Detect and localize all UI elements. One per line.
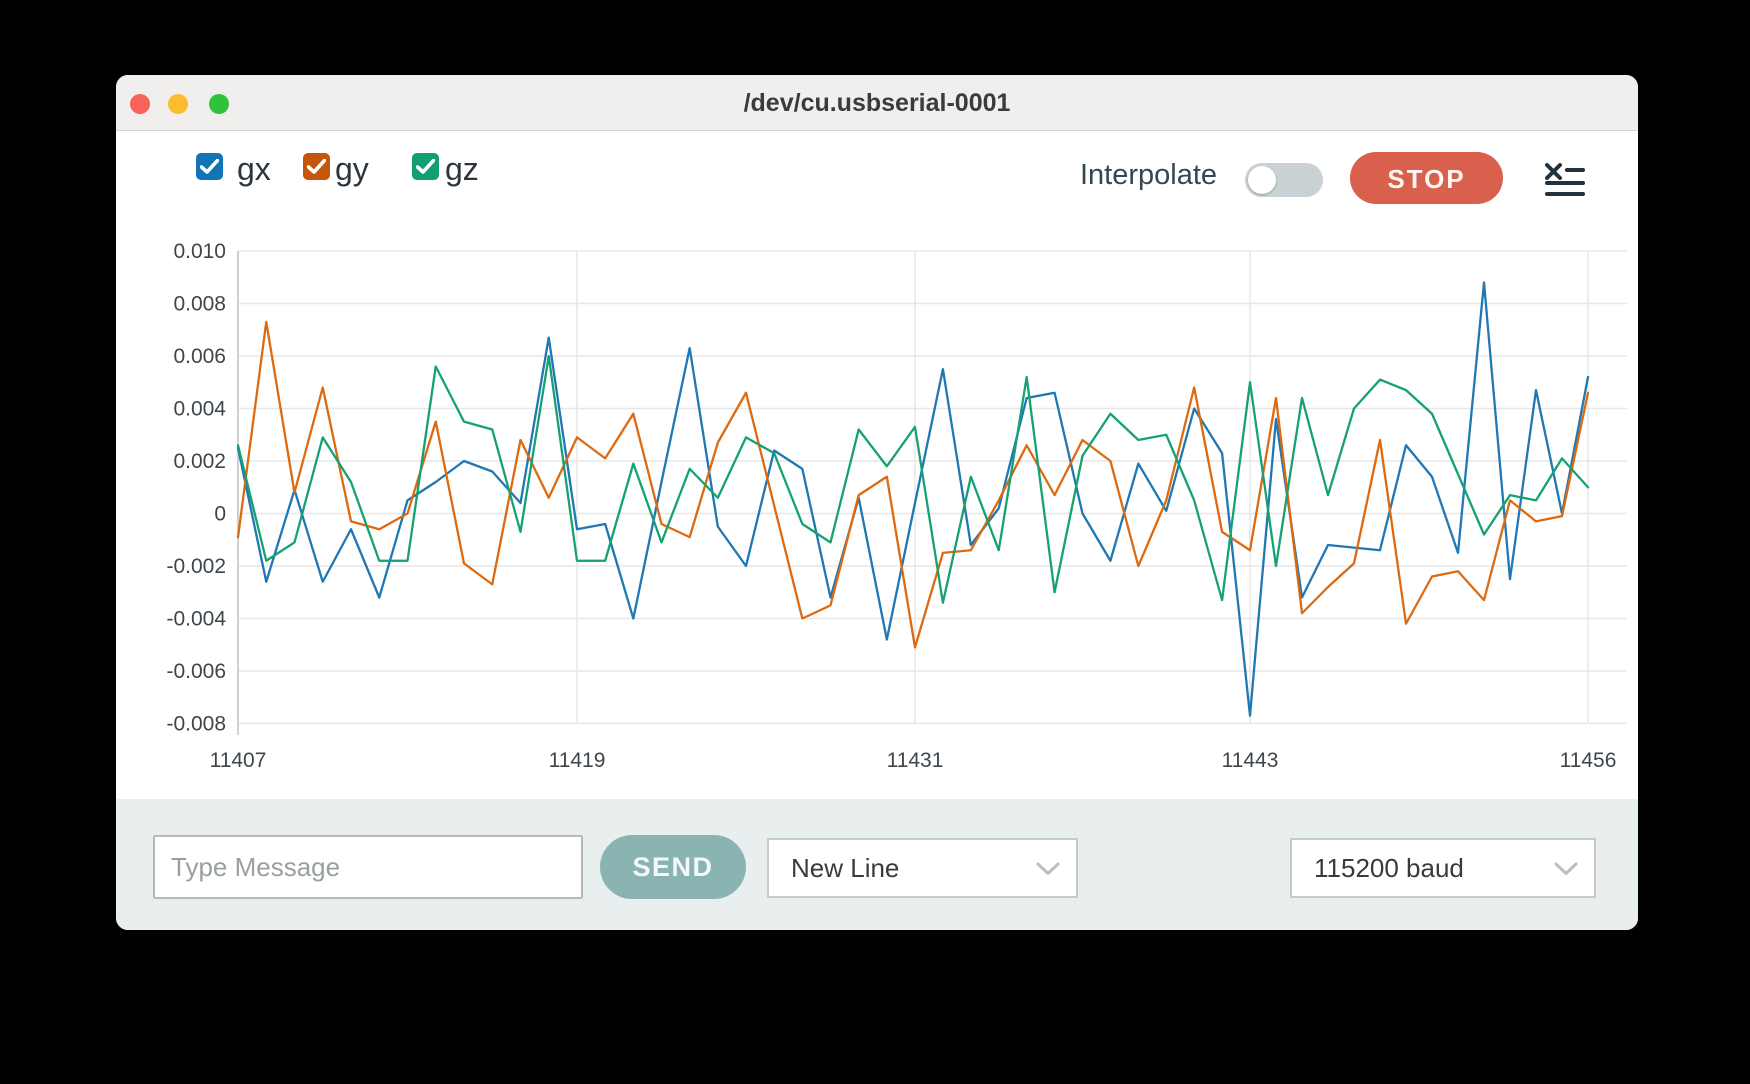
interpolate-label: Interpolate (1080, 159, 1218, 191)
svg-text:11419: 11419 (549, 749, 606, 772)
message-input[interactable] (153, 835, 583, 899)
series-label-gy: gy (335, 151, 369, 187)
checkmark-icon (200, 159, 219, 174)
svg-text:0.010: 0.010 (173, 240, 226, 263)
svg-text:-0.008: -0.008 (166, 713, 226, 736)
clear-list-icon[interactable] (1545, 163, 1585, 197)
series-checkbox-gz[interactable] (412, 153, 439, 180)
svg-text:0.006: 0.006 (173, 345, 226, 368)
app-window: /dev/cu.usbserial-0001 gx gy gz Interpol… (116, 75, 1638, 930)
svg-text:11456: 11456 (1560, 749, 1617, 772)
interpolate-toggle[interactable] (1245, 163, 1323, 197)
checkmark-icon (307, 159, 326, 174)
svg-text:0.004: 0.004 (173, 398, 226, 421)
line-ending-value: New Line (791, 853, 900, 883)
svg-text:11407: 11407 (210, 749, 267, 772)
line-ending-select[interactable]: New Line (767, 838, 1078, 898)
series-label-gz: gz (445, 151, 479, 187)
message-bar: SEND New Line 115200 baud (116, 799, 1638, 930)
series-checkbox-gy[interactable] (303, 153, 330, 180)
svg-text:-0.004: -0.004 (166, 608, 226, 631)
svg-text:11431: 11431 (887, 749, 944, 772)
series-checkbox-gx[interactable] (196, 153, 223, 180)
stop-button[interactable]: STOP (1350, 152, 1503, 204)
zoom-icon[interactable] (209, 94, 229, 114)
close-icon[interactable] (130, 94, 150, 114)
line-chart: 0.010 0.008 0.006 0.004 0.002 0 -0.002 -0.004 -0… (166, 240, 1627, 772)
svg-text:-0.006: -0.006 (166, 660, 226, 683)
svg-text:0.008: 0.008 (173, 293, 226, 316)
svg-text:11443: 11443 (1222, 749, 1279, 772)
chevron-down-icon (1036, 862, 1060, 875)
checkmark-icon (416, 159, 435, 174)
baud-rate-select[interactable]: 115200 baud (1290, 838, 1596, 898)
svg-text:0: 0 (214, 503, 226, 526)
window-title: /dev/cu.usbserial-0001 (743, 89, 1011, 117)
svg-text:-0.002: -0.002 (166, 555, 226, 578)
chevron-down-icon (1554, 862, 1578, 875)
send-button[interactable]: SEND (600, 835, 746, 899)
toggle-knob-icon (1248, 166, 1276, 194)
minimize-icon[interactable] (168, 94, 188, 114)
svg-text:0.002: 0.002 (173, 450, 226, 473)
baud-rate-value: 115200 baud (1314, 853, 1464, 883)
titlebar: /dev/cu.usbserial-0001 (116, 75, 1638, 131)
series-label-gx: gx (237, 151, 271, 187)
